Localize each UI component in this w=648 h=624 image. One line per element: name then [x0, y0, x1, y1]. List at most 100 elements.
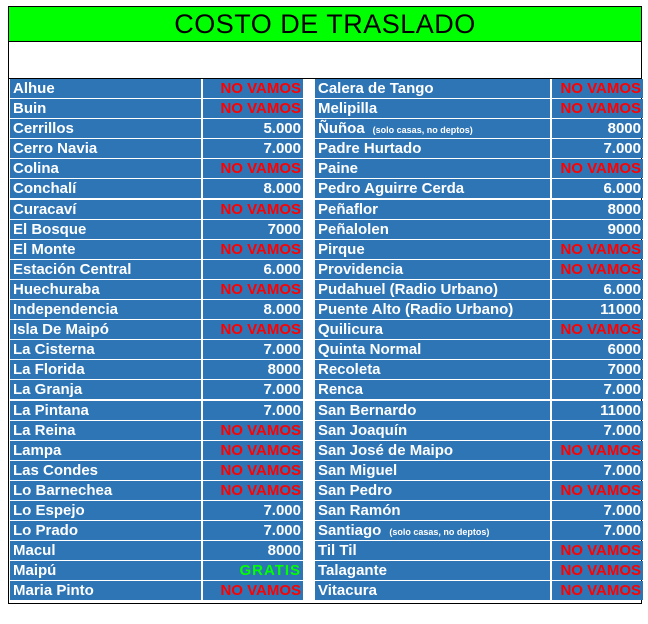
page-title: COSTO DE TRASLADO	[8, 6, 642, 42]
commune-name-cell: Pudahuel (Radio Urbano)	[315, 279, 550, 299]
commune-name-cell: Melipilla	[315, 99, 550, 119]
price-cell: 8000	[552, 199, 643, 219]
price-cell: NO VAMOS	[203, 460, 303, 480]
commune-name-cell: San Miguel	[315, 460, 550, 480]
commune-name: Peñalolen	[318, 220, 389, 238]
price-cell: NO VAMOS	[203, 480, 303, 500]
commune-note: (solo casas, no deptos)	[389, 527, 490, 538]
commune-name-cell: La Pintana	[10, 400, 201, 420]
price-cell: 9000	[552, 219, 643, 239]
commune-name: La Cisterna	[13, 341, 95, 359]
commune-name-cell: Providencia	[315, 259, 550, 279]
commune-name-cell: San Bernardo	[315, 400, 550, 420]
commune-name-cell: Macul	[10, 541, 201, 561]
commune-name: Independencia	[13, 301, 119, 319]
price-cell: 8000	[203, 360, 303, 380]
price-cell: NO VAMOS	[203, 99, 303, 119]
commune-name-cell: Talagante	[315, 561, 550, 581]
commune-name-cell: Cerro Navia	[10, 139, 201, 159]
price-table: Alhue NO VAMOS Buin NO VAMOS Cerrillos 5.000 C…	[8, 78, 643, 604]
commune-name: Santiago	[318, 522, 382, 540]
commune-name: San Miguel	[318, 461, 398, 479]
price-cell: 11000	[552, 300, 643, 320]
price-cell: 7.000	[203, 400, 303, 420]
price-cell: NO VAMOS	[552, 440, 643, 460]
commune-name-cell: Santiago (solo casas, no deptos)	[315, 521, 550, 541]
commune-name: Lo Barnechea	[13, 481, 113, 499]
commune-name: Talagante	[318, 562, 387, 580]
price-cell: NO VAMOS	[203, 581, 303, 601]
commune-name-cell: Alhue	[10, 79, 201, 98]
commune-name-cell: Huechuraba	[10, 279, 201, 299]
commune-name: Isla De Maipó	[13, 321, 109, 339]
price-cell: 6.000	[552, 179, 643, 199]
commune-name: Cerro Navia	[13, 140, 98, 158]
commune-name-cell: Independencia	[10, 300, 201, 320]
price-cell: 7.000	[203, 521, 303, 541]
commune-name-cell: Colina	[10, 159, 201, 179]
price-cell: NO VAMOS	[203, 79, 303, 98]
price-cell: 7.000	[203, 500, 303, 520]
commune-name: Pedro Aguirre Cerda	[318, 180, 465, 198]
commune-name: Alhue	[13, 80, 55, 97]
commune-name-cell: La Granja	[10, 380, 201, 400]
price-cell: NO VAMOS	[552, 159, 643, 179]
commune-name: Las Condes	[13, 461, 99, 479]
commune-note: (solo casas, no deptos)	[372, 125, 473, 136]
price-cell: 8000	[552, 119, 643, 139]
commune-name-cell: Calera de Tango	[315, 79, 550, 98]
commune-name: Ñuñoa	[318, 120, 365, 138]
commune-name: Providencia	[318, 260, 404, 278]
price-cell: 7.000	[552, 500, 643, 520]
commune-name: Quilicura	[318, 321, 384, 339]
price-cell: NO VAMOS	[552, 480, 643, 500]
price-cell: NO VAMOS	[203, 440, 303, 460]
commune-name-cell: Estación Central	[10, 259, 201, 279]
commune-name-cell: Lo Prado	[10, 521, 201, 541]
commune-name: Pirque	[318, 240, 365, 258]
commune-name-cell: Conchalí	[10, 179, 201, 199]
commune-name: Cerrillos	[13, 120, 74, 138]
commune-name-cell: Lo Barnechea	[10, 480, 201, 500]
commune-name: Buin	[13, 100, 47, 118]
commune-name: Macul	[13, 542, 56, 560]
commune-name-cell: Buin	[10, 99, 201, 119]
commune-name-cell: Ñuñoa (solo casas, no deptos)	[315, 119, 550, 139]
price-cell: 7.000	[552, 521, 643, 541]
commune-name: Lampa	[13, 441, 62, 459]
commune-name-cell: La Cisterna	[10, 340, 201, 360]
price-cell: 8.000	[203, 179, 303, 199]
commune-name-cell: San Ramón	[315, 500, 550, 520]
price-cell: 7.000	[203, 380, 303, 400]
commune-name: San Joaquín	[318, 421, 408, 439]
commune-name-cell: Pirque	[315, 239, 550, 259]
price-cell: NO VAMOS	[203, 420, 303, 440]
price-cell: NO VAMOS	[552, 561, 643, 581]
commune-name: Huechuraba	[13, 280, 100, 298]
commune-name-cell: San Joaquín	[315, 420, 550, 440]
commune-name-cell: El Monte	[10, 239, 201, 259]
commune-name: Maria Pinto	[13, 582, 94, 600]
commune-name-cell: Vitacura	[315, 581, 550, 601]
commune-name: Pudahuel (Radio Urbano)	[318, 280, 498, 298]
commune-name: San Ramón	[318, 501, 401, 519]
commune-name: Peñaflor	[318, 200, 379, 218]
price-cell: NO VAMOS	[552, 99, 643, 119]
price-cell: 7.000	[203, 139, 303, 159]
commune-name: Puente Alto (Radio Urbano)	[318, 301, 514, 319]
commune-name-cell: Pedro Aguirre Cerda	[315, 179, 550, 199]
price-cell: 8000	[203, 541, 303, 561]
commune-name: Curacaví	[13, 200, 77, 218]
price-cell: NO VAMOS	[552, 581, 643, 601]
commune-name-cell: Quinta Normal	[315, 340, 550, 360]
commune-name-cell: Recoleta	[315, 360, 550, 380]
commune-name: Paine	[318, 160, 359, 178]
commune-name-cell: Renca	[315, 380, 550, 400]
commune-name: Lo Prado	[13, 522, 79, 540]
commune-name: San Pedro	[318, 481, 393, 499]
price-cell: 6000	[552, 340, 643, 360]
commune-name: Renca	[318, 381, 364, 399]
commune-name-cell: Peñalolen	[315, 219, 550, 239]
commune-name: Estación Central	[13, 260, 132, 278]
commune-name: Quinta Normal	[318, 341, 422, 359]
